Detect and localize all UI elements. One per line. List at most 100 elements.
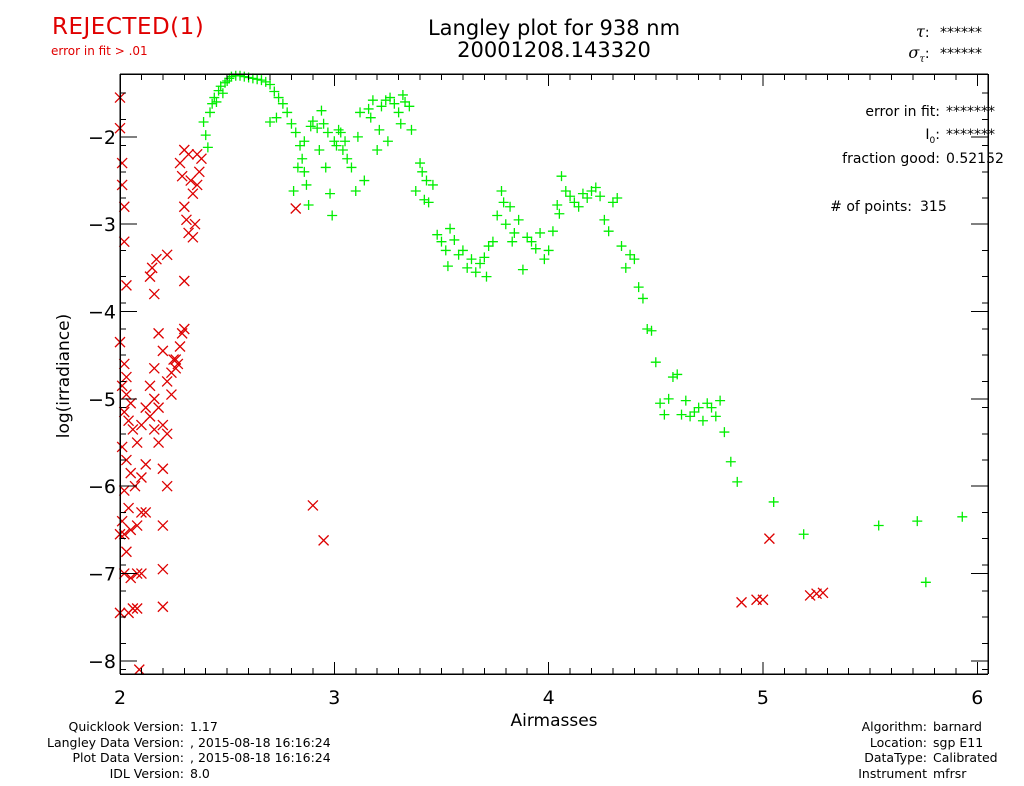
y-tick-label: −8 [88,651,116,673]
rejected-point [183,148,195,160]
rejected-point [189,218,201,230]
accepted-point [590,182,601,193]
x-tick-label: 3 [328,687,340,709]
rejected-point [140,458,152,470]
rejected-point [176,170,188,182]
accepted-point [487,236,498,247]
x-tick-label: 6 [971,687,983,709]
rejected-point [187,231,199,243]
sigma-tau-symbol: στ [908,43,925,66]
accepted-point [715,395,726,406]
accepted-point [205,107,216,118]
accepted-point [659,409,670,420]
rejected-point [116,441,128,453]
accepted-point [220,77,231,88]
rejection-reason: error in fit > .01 [51,44,148,58]
accepted-point [419,194,430,205]
accepted-point [297,153,308,164]
accepted-point [213,85,224,96]
accepted-point [607,197,618,208]
accepted-point [582,193,593,204]
rejected-point [157,563,169,575]
accepted-point [335,127,346,138]
rejected-point [168,354,180,366]
series-rejected [114,92,829,676]
accepted-point [340,136,351,147]
accepted-point [573,201,584,212]
accepted-point [316,105,327,116]
accepted-point [314,144,325,155]
accepted-point [365,112,376,123]
rejected-point [161,428,173,440]
accepted-point [211,96,222,107]
y-tick-label: −5 [88,389,116,411]
accepted-point [200,130,211,141]
accepted-point [642,324,653,335]
accepted-point [301,179,312,190]
accepted-point [475,258,486,269]
instrument-info: Algorithm: barnard Location: sgp E11 DataT… [834,719,997,781]
accepted-point [530,243,541,254]
rejected-point [161,375,173,387]
accepted-point [445,223,456,234]
rejected-point [165,389,177,400]
accepted-point [389,98,400,109]
accepted-point [702,398,713,409]
rejected-point [140,402,152,414]
accepted-point [719,427,730,438]
accepted-point [462,262,473,273]
rejected-point [135,472,147,483]
accepted-point [312,123,323,134]
x-tick-label: 5 [757,687,769,709]
accepted-point [798,529,809,540]
rejected-point [118,485,130,497]
accepted-point [252,74,263,85]
accepted-point [633,282,644,293]
tau-readout: τ: ****** [915,22,982,41]
rejected-point [157,601,169,613]
axes-layer: 2 3 4 5 6 −2 −3 −4 −5 −6 −7 −8 [88,73,989,709]
accepted-point [355,107,366,118]
footer-row: IDL Version: 8.0 [109,765,210,781]
accepted-point [374,124,385,135]
accepted-point [517,264,528,275]
rejected-point [118,236,130,248]
rejected-point [148,423,160,435]
accepted-point [299,166,310,177]
accepted-point [342,153,353,164]
rejected-point [148,288,160,300]
rejected-point [153,402,165,414]
accepted-point [479,252,490,263]
stat-fraction-good: fraction good: 0.52152 [752,151,1004,167]
rejected-point [763,533,775,545]
accepted-point [569,197,580,208]
stat-i0: I0: ******* [752,127,995,146]
accepted-point [725,456,736,467]
rejected-point [817,587,829,599]
accepted-point [535,227,546,238]
accepted-point [453,249,464,260]
rejected-point [161,249,173,261]
rejected-point [153,327,165,339]
accepted-point [625,249,636,260]
rejected-point [290,203,302,214]
accepted-point [329,136,340,147]
accepted-point [539,254,550,265]
rejected-point [170,362,182,374]
rejected-point [125,524,137,536]
rejection-status: REJECTED(1) [52,14,205,40]
rejected-point [153,437,165,449]
accepted-point [920,577,931,588]
accepted-point [307,116,318,127]
rejected-point [148,362,160,374]
accepted-point [404,101,415,112]
accepted-point [415,158,426,169]
stat-value: ******* [946,104,995,120]
stat-label: I0: [925,127,940,146]
rejected-point [127,423,139,435]
accepted-point [202,142,213,153]
rejected-point [144,410,156,422]
rejected-point [118,201,130,213]
rejected-point [125,572,137,584]
rejected-point [131,568,143,580]
